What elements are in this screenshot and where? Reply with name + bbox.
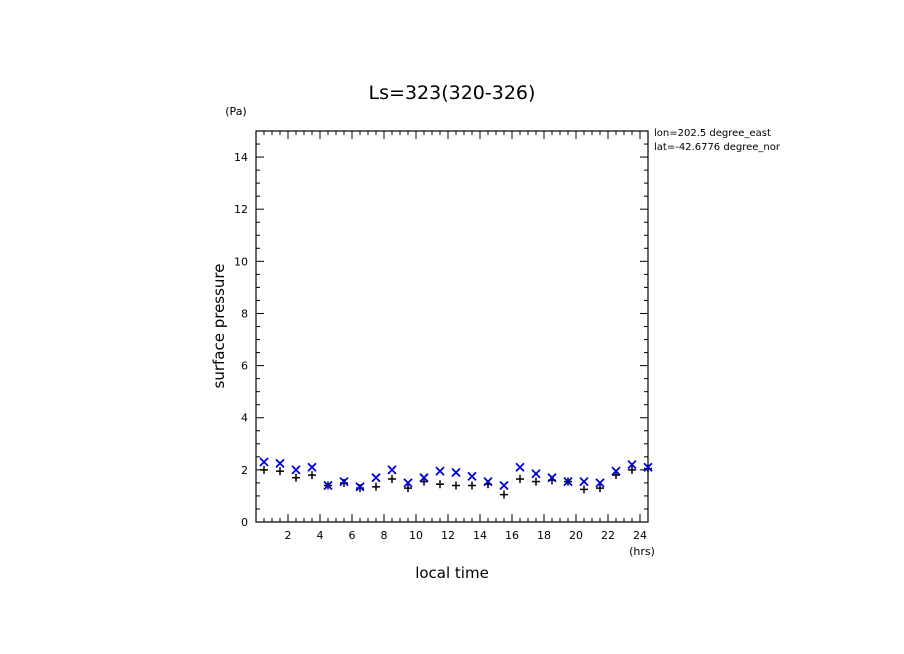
cross-marker (483, 476, 493, 487)
y-axis-label: surface pressure (210, 264, 228, 389)
annotation-lat: lat=-42.6776 degree_north (654, 142, 780, 153)
x-axis-label: local time (415, 564, 489, 582)
marker-stroke (323, 480, 333, 491)
x-tick-label: 10 (409, 529, 423, 542)
plus-marker (308, 471, 316, 480)
y-tick-label: 14 (234, 151, 248, 164)
cross-marker (547, 473, 557, 483)
marker-stroke (499, 480, 509, 491)
marker-stroke (419, 473, 429, 483)
plus-marker (532, 477, 540, 486)
x-tick-label: 18 (537, 529, 551, 542)
cross-marker (419, 473, 429, 483)
cross-marker (531, 469, 541, 479)
marker-stroke (643, 462, 653, 472)
x-tick-label: 20 (569, 529, 583, 542)
marker-stroke (579, 476, 589, 487)
y-tick-label: 0 (241, 516, 248, 529)
cross-marker (275, 458, 285, 468)
marker-stroke (307, 462, 317, 472)
cross-marker (403, 478, 413, 488)
plus-marker (516, 474, 524, 483)
cross-marker (627, 460, 637, 470)
marker-stroke (355, 482, 365, 492)
marker-stroke (563, 476, 573, 487)
marker-stroke (371, 473, 381, 483)
plus-marker (500, 490, 508, 499)
plus-marker (468, 481, 476, 490)
marker-stroke (339, 476, 349, 487)
plus-marker (404, 484, 412, 493)
x-tick-label: 14 (473, 529, 487, 542)
annotation-box: lon=202.5 degree_east lat=-42.6776 degre… (654, 128, 780, 158)
plus-marker (436, 480, 444, 489)
plus-marker (596, 484, 604, 493)
chart-title: Ls=323(320-326) (369, 82, 536, 104)
plus-marker (292, 473, 300, 482)
y-tick-label: 12 (234, 203, 248, 216)
plus-marker (276, 467, 284, 476)
cross-marker (307, 462, 317, 472)
cross-marker (259, 457, 269, 467)
marker-stroke (595, 478, 605, 488)
cross-marker (515, 462, 525, 472)
marker-stroke (451, 467, 461, 478)
plus-marker (644, 464, 652, 473)
x-unit-label: (hrs) (629, 545, 655, 558)
plus-marker (356, 484, 364, 493)
cross-marker (643, 462, 653, 472)
marker-stroke (547, 473, 557, 483)
plus-marker (388, 474, 396, 483)
cross-marker (387, 465, 397, 475)
x-tick-label: 8 (381, 529, 388, 542)
plus-marker (628, 465, 636, 474)
y-tick-label: 2 (241, 464, 248, 477)
plus-marker (452, 481, 460, 490)
y-unit-label: (Pa) (225, 105, 246, 118)
x-tick-label: 12 (441, 529, 455, 542)
cross-marker (467, 471, 477, 482)
marker-stroke (483, 476, 493, 487)
x-tick-label: 4 (317, 529, 324, 542)
plus-marker (340, 478, 348, 487)
marker-stroke (387, 465, 397, 475)
marker-stroke (259, 457, 269, 467)
cross-marker (451, 467, 461, 478)
cross-marker (339, 476, 349, 487)
marker-stroke (467, 471, 477, 482)
x-tick-label: 24 (633, 529, 647, 542)
cross-marker (355, 482, 365, 492)
cross-marker (563, 476, 573, 487)
x-tick-label: 22 (601, 529, 615, 542)
cross-marker (291, 465, 301, 475)
plus-marker (260, 465, 268, 474)
cross-marker (595, 478, 605, 488)
x-tick-label: 16 (505, 529, 519, 542)
marker-stroke (611, 466, 621, 476)
cross-marker (499, 480, 509, 491)
plus-marker (580, 485, 588, 494)
x-tick-label: 6 (349, 529, 356, 542)
cross-marker (435, 466, 445, 476)
cross-marker (579, 476, 589, 487)
y-tick-label: 8 (241, 307, 248, 320)
marker-stroke (403, 478, 413, 488)
annotation-lon: lon=202.5 degree_east (654, 128, 771, 139)
cross-marker (323, 480, 333, 491)
marker-stroke (275, 458, 285, 468)
y-tick-label: 4 (241, 412, 248, 425)
cross-marker (371, 473, 381, 483)
marker-stroke (291, 465, 301, 475)
cross-marker (611, 466, 621, 476)
x-tick-label: 2 (285, 529, 292, 542)
marker-stroke (515, 462, 525, 472)
y-tick-label: 6 (241, 360, 248, 373)
marker-stroke (627, 460, 637, 470)
plus-marker (372, 482, 380, 491)
marker-stroke (435, 466, 445, 476)
y-tick-label: 10 (234, 255, 248, 268)
marker-stroke (531, 469, 541, 479)
